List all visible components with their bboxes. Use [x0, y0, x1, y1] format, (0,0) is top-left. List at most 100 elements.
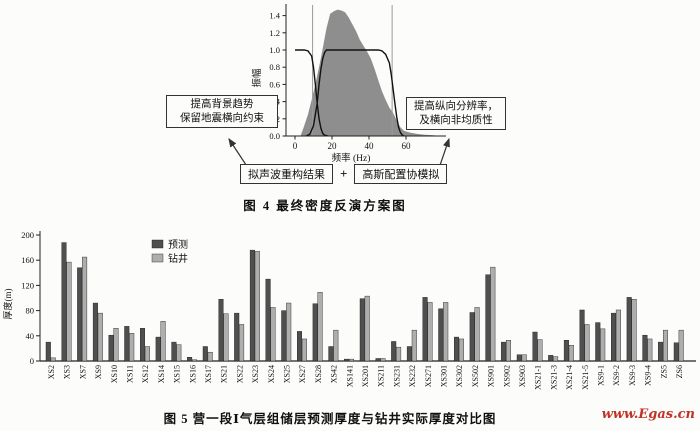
bar-drilled: [443, 302, 449, 362]
y-tick-label: 0.6: [269, 79, 280, 89]
annotation-left-line2: 保留地震横向约束: [180, 112, 264, 124]
well-label: XS21-3: [549, 365, 558, 390]
bar-predicted: [642, 334, 648, 362]
well-label: XS9-2: [612, 365, 621, 386]
thickness-bar-chart: 0 40 80 120 160 200 厚度(m) XS2 XS3 XS7 XS9 XS10 XS11 X…: [2, 230, 696, 390]
well-label: XS232: [408, 365, 417, 387]
bar-drilled: [678, 329, 684, 362]
well-label: XS7: [78, 365, 87, 379]
annotation-right-line2: 及横向非均质性: [419, 114, 493, 126]
bar-drilled: [176, 344, 182, 362]
bar-drilled: [411, 329, 417, 362]
bar-predicted: [265, 278, 271, 362]
well-label: XS24: [267, 365, 276, 383]
bar-drilled: [474, 307, 480, 362]
well-label: XS21-4: [565, 365, 574, 390]
bar-predicted: [548, 355, 554, 362]
well-label: XS211: [377, 365, 386, 387]
bar-drilled: [144, 346, 150, 362]
bar-predicted: [124, 326, 130, 362]
bar-predicted: [77, 267, 83, 362]
well-label: XS9: [94, 365, 103, 379]
well-label: XS23: [251, 365, 260, 383]
well-label: XS12: [141, 365, 150, 383]
well-label: XS27: [298, 365, 307, 383]
y-tick-label: 160: [21, 255, 34, 265]
bar-drilled: [254, 251, 260, 362]
y-tick-label: 80: [26, 306, 35, 316]
bar-predicted: [139, 328, 145, 362]
bar-predicted: [485, 274, 491, 362]
bar-drilled: [286, 302, 292, 362]
bar-predicted: [171, 341, 177, 362]
bar-drilled: [160, 321, 166, 362]
well-label: XS25: [283, 365, 292, 383]
well-label: XS10: [110, 365, 119, 383]
annotation-left-line1: 提高背景趋势: [190, 99, 254, 110]
x-tick-label: 20: [328, 141, 338, 151]
bar-predicted: [328, 346, 334, 362]
bar-predicted: [611, 312, 617, 362]
figure4-caption: 图 4 最终密度反演方案图: [243, 199, 407, 213]
bar-predicted: [469, 312, 475, 362]
bar-predicted: [92, 302, 98, 362]
bar-drilled: [458, 338, 464, 362]
bar-drilled: [301, 338, 307, 362]
bar-drilled: [584, 324, 590, 362]
well-label: XS17: [204, 365, 213, 383]
well-label: XS21-1: [534, 365, 543, 390]
well-label: XS15: [173, 365, 182, 383]
well-label: XS901: [487, 365, 496, 387]
bar-drilled: [427, 302, 433, 362]
x-tick-label: 60: [402, 141, 412, 151]
bar-drilled: [333, 329, 339, 362]
well-label: XS9-3: [628, 365, 637, 386]
bar-drilled: [506, 340, 512, 362]
annotation-right-line1: 提高纵向分辨率，: [414, 101, 498, 112]
bar-drilled: [82, 256, 88, 362]
well-label: XS9-1: [597, 365, 606, 386]
bar-predicted: [187, 357, 193, 362]
annotation-left-box: 提高背景趋势 保留地震横向约束: [166, 95, 278, 129]
well-label: XS14: [157, 365, 166, 383]
bar-predicted: [155, 336, 161, 362]
bar-drilled: [396, 346, 402, 362]
bar-predicted: [595, 322, 601, 362]
bar-drilled: [349, 358, 355, 362]
pseudo-sonic-box: 拟声波重构结果: [240, 164, 333, 184]
bar-predicted: [108, 334, 114, 362]
figure5-caption: 图 5 营一段Ⅰ气层组储层预测厚度与钻井实际厚度对比图: [163, 412, 497, 426]
bar-predicted: [454, 336, 460, 362]
well-label: XS231: [392, 365, 401, 387]
watermark: www.Egas.cn: [601, 407, 695, 422]
well-label: XS2: [47, 365, 56, 379]
inversion-flow-row: 拟声波重构结果 + 高斯配置协模拟: [240, 164, 448, 184]
legend-label-drilled: 钻井: [168, 252, 188, 265]
bar-predicted: [61, 242, 67, 362]
bar-predicted: [218, 299, 224, 362]
well-label: XS3: [63, 365, 72, 379]
well-label: XS271: [424, 365, 433, 387]
bar-drilled: [568, 345, 574, 362]
y-tick-label: 1.4: [269, 11, 280, 21]
bar-drilled: [317, 292, 323, 362]
bar-predicted: [438, 308, 444, 362]
bar-drilled: [615, 309, 621, 362]
well-label: XS16: [188, 365, 197, 383]
well-label: XS302: [455, 365, 464, 387]
bar-predicted: [45, 341, 51, 362]
bar-predicted: [375, 358, 381, 362]
bandpass-filter-curve: [305, 49, 405, 137]
y-tick-label: 0.8: [269, 62, 280, 72]
well-label: XS201: [361, 365, 370, 387]
legend-swatch-drilled: [151, 253, 164, 263]
bar-drilled: [239, 324, 245, 362]
bar-drilled: [191, 359, 197, 362]
bar-predicted: [359, 298, 365, 362]
legend-swatch-predicted: [151, 239, 164, 249]
y-tick-label: 1.0: [269, 45, 280, 55]
bar-drilled: [521, 354, 527, 362]
x-tick-label: 40: [365, 141, 375, 151]
